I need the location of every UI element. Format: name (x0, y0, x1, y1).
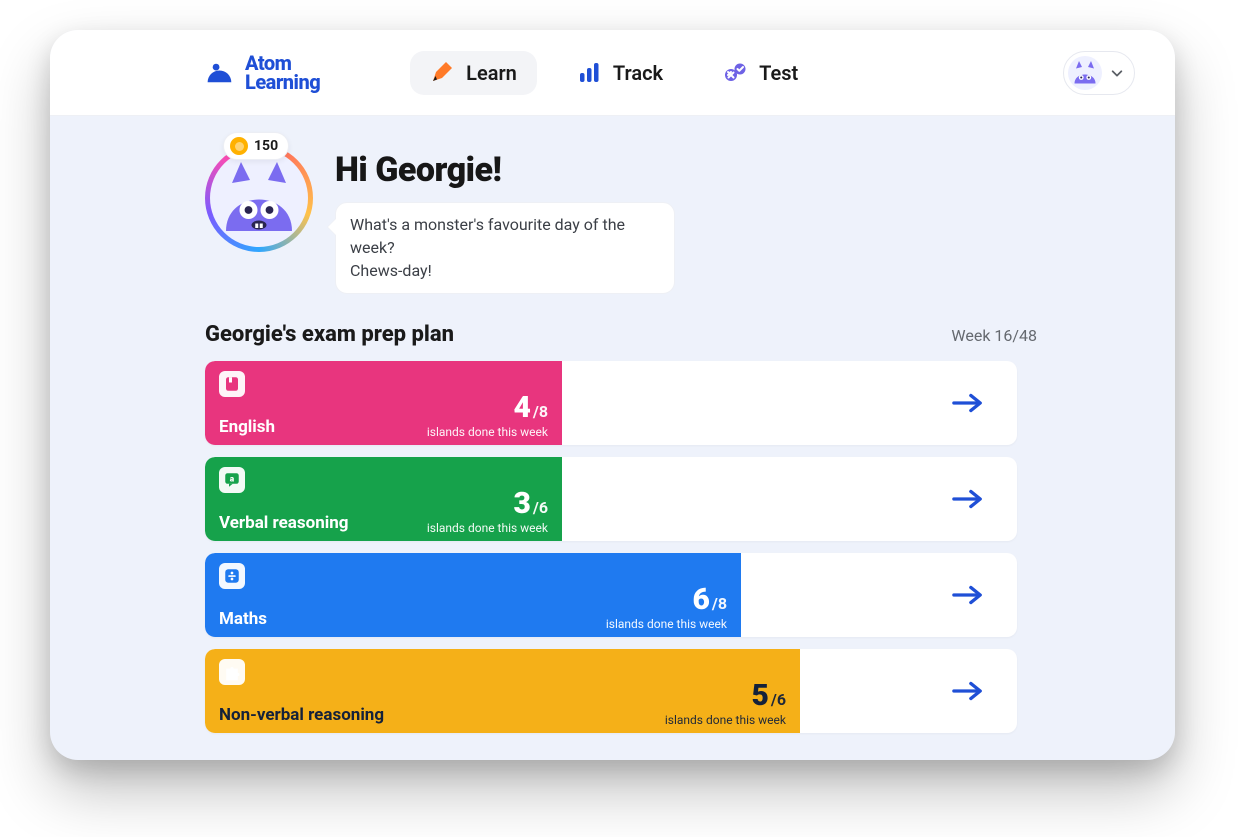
subject-card-verbal[interactable]: a Verbal reasoning 3/6 islands done this… (205, 457, 1017, 541)
subject-name: Maths (219, 609, 267, 629)
svg-text:a: a (230, 474, 235, 484)
profile-menu[interactable] (1063, 51, 1135, 95)
subject-list: English 4/8 islands done this week a Ver… (205, 361, 1135, 733)
chevron-down-icon (1110, 66, 1124, 80)
week-label: Week 16/48 (951, 326, 1037, 345)
subject-name: English (219, 417, 275, 437)
arrow-right-icon (952, 680, 984, 702)
divide-icon (219, 563, 245, 589)
coin-icon (230, 137, 248, 155)
app-window: AtomLearning Learn Track Test (50, 30, 1175, 760)
bars-icon (577, 61, 601, 85)
joke-bubble: What's a monster's favourite day of the … (335, 202, 675, 294)
puzzle-icon (219, 659, 245, 685)
brand-mark-icon (205, 62, 239, 84)
check-x-icon (723, 61, 747, 85)
main-content: 150 (50, 116, 1175, 760)
avatar: 150 (205, 144, 313, 252)
open-subject-button[interactable] (919, 649, 1017, 733)
greeting: Hi Georgie! (335, 150, 675, 190)
arrow-right-icon (952, 392, 984, 414)
subject-card-maths[interactable]: Maths 6/8 islands done this week (205, 553, 1017, 637)
arrow-right-icon (952, 488, 984, 510)
hero: 150 (205, 144, 1135, 294)
a-bubble-icon: a (219, 467, 245, 493)
joke-line: What's a monster's favourite day of the … (350, 213, 660, 259)
open-subject-button[interactable] (919, 361, 1017, 445)
coin-badge: 150 (223, 132, 289, 160)
subject-name: Verbal reasoning (219, 513, 348, 533)
nav-label: Learn (466, 61, 517, 85)
nav-test[interactable]: Test (703, 51, 818, 95)
avatar-icon (1068, 56, 1102, 90)
open-subject-button[interactable] (919, 457, 1017, 541)
nav-label: Test (759, 61, 798, 85)
pencil-icon (430, 61, 454, 85)
brand-name: AtomLearning (245, 54, 320, 92)
subject-progress: 3/6 islands done this week (427, 489, 548, 535)
book-icon (219, 371, 245, 397)
subject-card-nvr[interactable]: Non-verbal reasoning 5/6 islands done th… (205, 649, 1017, 733)
joke-line: Chews-day! (350, 259, 660, 282)
primary-nav: Learn Track Test (410, 51, 818, 95)
monster-avatar-icon (214, 153, 304, 243)
subject-card-english[interactable]: English 4/8 islands done this week (205, 361, 1017, 445)
subject-progress: 5/6 islands done this week (665, 681, 786, 727)
coin-count: 150 (254, 138, 278, 154)
nav-track[interactable]: Track (557, 51, 683, 95)
plan-title: Georgie's exam prep plan (205, 322, 454, 347)
nav-label: Track (613, 61, 663, 85)
subject-progress: 4/8 islands done this week (427, 393, 548, 439)
top-bar: AtomLearning Learn Track Test (50, 30, 1175, 116)
brand-logo[interactable]: AtomLearning (205, 54, 320, 92)
subject-progress: 6/8 islands done this week (606, 585, 727, 631)
arrow-right-icon (952, 584, 984, 606)
open-subject-button[interactable] (919, 553, 1017, 637)
subject-name: Non-verbal reasoning (219, 705, 384, 725)
nav-learn[interactable]: Learn (410, 51, 537, 95)
